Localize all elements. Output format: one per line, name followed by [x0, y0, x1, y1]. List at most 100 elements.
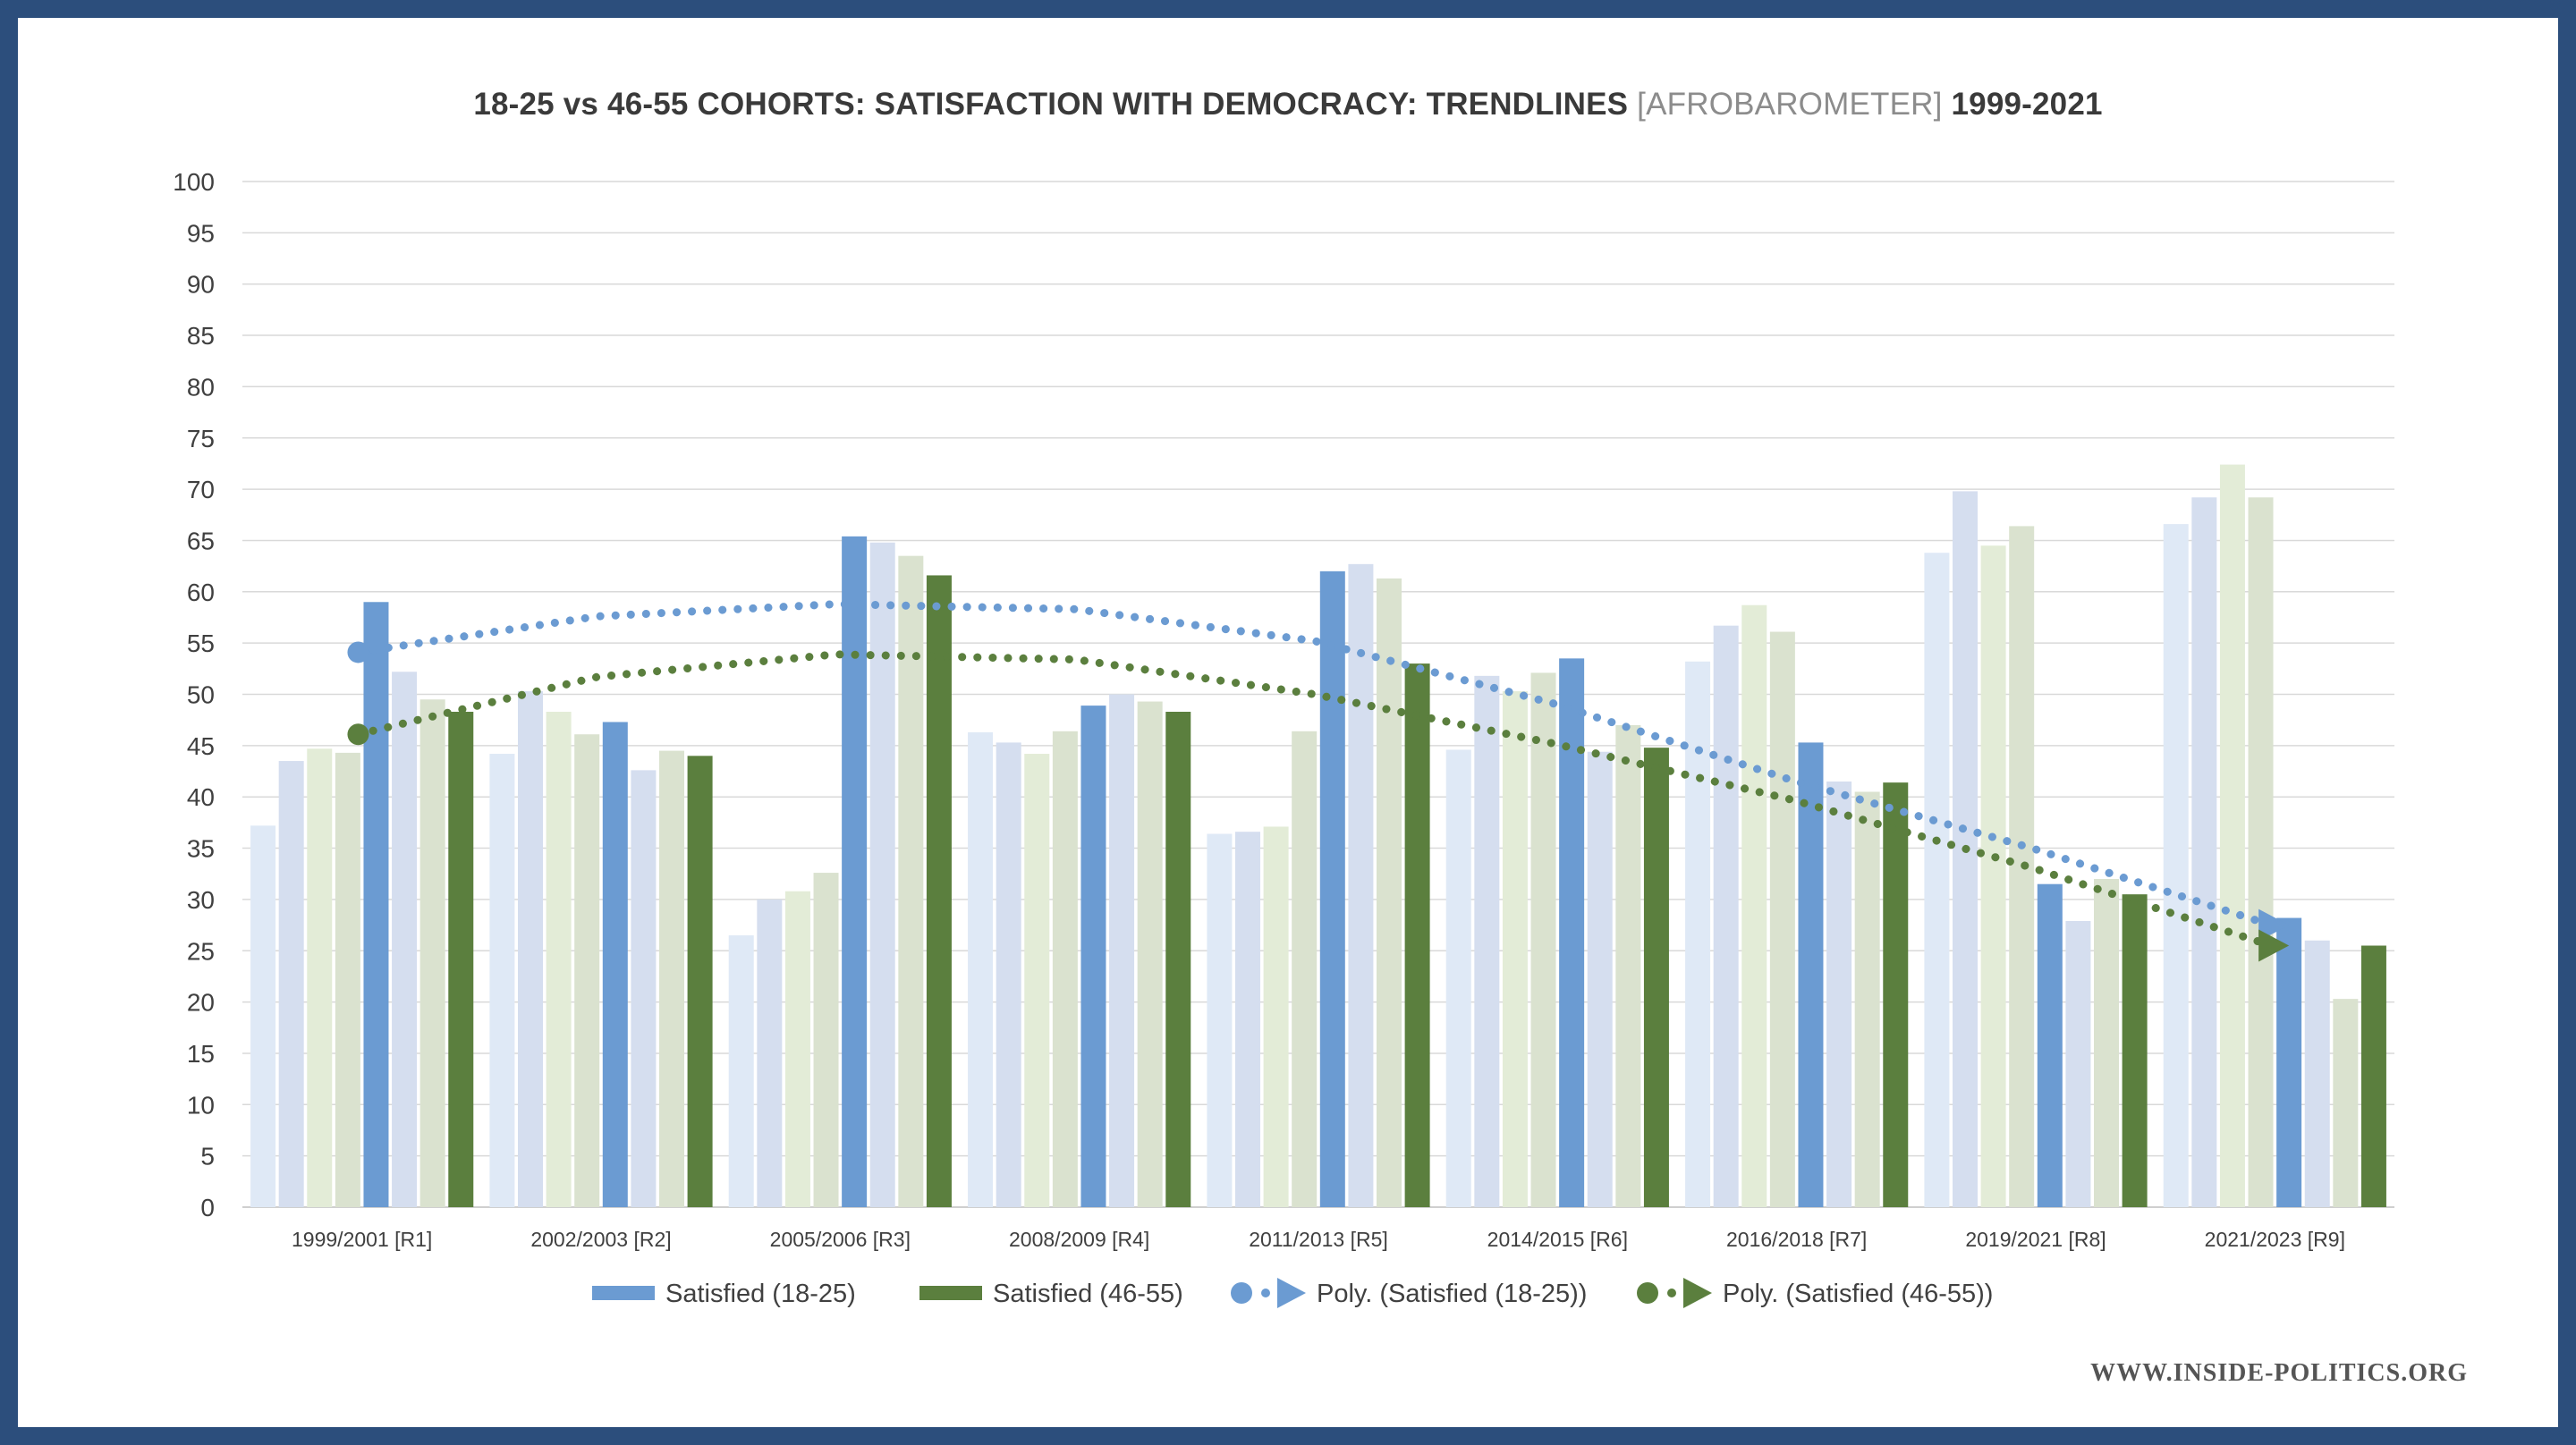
y-tick-label: 85 — [187, 322, 215, 350]
background-bar — [996, 742, 1021, 1207]
legend-item: Satisfied (46-55) — [919, 1280, 1183, 1308]
x-tick-label: 2005/2006 [R3] — [770, 1228, 911, 1251]
bar-satisfied-18-25 — [2276, 917, 2302, 1207]
background-bar — [1137, 701, 1163, 1207]
background-bar — [1530, 672, 1556, 1207]
y-axis-ticks: 0 5 10 15 20 25 30 35 40 45 50 55 60 65 70 75 80 85 90 95 10… — [173, 168, 215, 1221]
y-tick-label: 30 — [187, 886, 215, 914]
bar-satisfied-46-55 — [1404, 663, 1430, 1207]
background-bar — [419, 699, 445, 1207]
y-tick-label: 25 — [187, 937, 215, 965]
bar-satisfied-46-55 — [1165, 711, 1191, 1207]
bar-satisfied-18-25 — [1559, 658, 1585, 1207]
background-bar — [2163, 524, 2189, 1207]
legend-swatch — [919, 1286, 982, 1300]
background-bar — [1826, 781, 1852, 1207]
y-tick-label: 15 — [187, 1040, 215, 1068]
trendline-path — [353, 600, 2275, 930]
background-bar — [2248, 497, 2274, 1207]
y-tick-label: 100 — [173, 168, 215, 196]
bar-satisfied-18-25 — [363, 602, 389, 1207]
x-tick-label: 2016/2018 [R7] — [1726, 1228, 1867, 1251]
legend-triangle-marker — [1277, 1278, 1306, 1308]
legend-circle-marker — [1637, 1282, 1658, 1304]
y-tick-label: 35 — [187, 835, 215, 863]
x-tick-label: 2014/2015 [R6] — [1487, 1228, 1628, 1251]
background-bar — [1445, 749, 1471, 1207]
background-bar — [1502, 691, 1528, 1207]
bar-satisfied-18-25 — [602, 722, 628, 1207]
background-bar — [1235, 832, 1260, 1207]
y-tick-label: 75 — [187, 425, 215, 452]
background-bar — [659, 750, 684, 1207]
footer-site: WWW.INSIDE-POLITICS.ORG — [2090, 1359, 2468, 1387]
bar-satisfied-18-25 — [1798, 742, 1824, 1207]
background-bar — [631, 770, 657, 1207]
background-bar — [1980, 545, 2006, 1207]
legend-item: Poly. (Satisfied (18-25)) — [1231, 1278, 1587, 1308]
x-tick-label: 1999/2001 [R1] — [292, 1228, 432, 1251]
bar-satisfied-18-25 — [2037, 883, 2063, 1207]
background-bar — [1615, 724, 1641, 1207]
legend-triangle-marker — [1683, 1278, 1712, 1308]
background-bar — [518, 691, 543, 1207]
x-axis-ticks: 1999/2001 [R1] 2002/2003 [R2] 2005/2006 [R… — [292, 1228, 2345, 1251]
background-bar — [813, 873, 839, 1207]
background-bar — [2333, 999, 2359, 1207]
background-bar — [489, 754, 515, 1207]
bar-satisfied-46-55 — [1883, 782, 1909, 1207]
y-tick-label: 45 — [187, 732, 215, 760]
y-tick-label: 0 — [200, 1194, 215, 1221]
background-bar — [2304, 940, 2330, 1207]
background-bar — [1854, 791, 1880, 1207]
bars — [250, 464, 2386, 1207]
bar-satisfied-18-25 — [1080, 706, 1106, 1207]
y-tick-label: 70 — [187, 476, 215, 503]
x-tick-label: 2021/2023 [R9] — [2205, 1228, 2345, 1251]
x-tick-label: 2008/2009 [R4] — [1009, 1228, 1149, 1251]
y-tick-label: 95 — [187, 219, 215, 247]
legend-dot — [1261, 1289, 1270, 1297]
background-bar — [968, 731, 994, 1207]
y-tick-label: 40 — [187, 783, 215, 811]
bar-satisfied-18-25 — [842, 536, 868, 1207]
legend-label: Poly. (Satisfied (18-25)) — [1317, 1280, 1587, 1308]
background-bar — [1713, 625, 1739, 1207]
legend-label: Poly. (Satisfied (46-55)) — [1723, 1280, 1993, 1308]
y-tick-label: 10 — [187, 1091, 215, 1119]
y-tick-label: 20 — [187, 989, 215, 1017]
background-bar — [1377, 578, 1402, 1207]
background-bar — [1052, 731, 1078, 1207]
background-bar — [1292, 731, 1318, 1207]
trendline-start-marker — [347, 723, 369, 746]
background-bar — [1348, 563, 1374, 1207]
bar-satisfied-46-55 — [1643, 748, 1669, 1207]
background-bar — [1109, 694, 1135, 1207]
background-bar — [546, 711, 572, 1207]
chart-svg: 18-25 vs 46-55 COHORTS: SATISFACTION WIT… — [173, 87, 2468, 1387]
background-bar — [1587, 751, 1613, 1207]
legend-label: Satisfied (18-25) — [665, 1280, 856, 1308]
background-bar — [2094, 878, 2119, 1207]
y-tick-label: 50 — [187, 681, 215, 709]
y-tick-label: 5 — [200, 1143, 215, 1170]
trendlines — [347, 600, 2290, 962]
background-bar — [1024, 754, 1050, 1207]
legend-swatch — [592, 1286, 655, 1300]
legend-item: Poly. (Satisfied (46-55)) — [1637, 1278, 1993, 1308]
background-bar — [898, 555, 924, 1207]
x-tick-label: 2011/2013 [R5] — [1249, 1228, 1388, 1251]
background-bar — [1263, 826, 1289, 1207]
background-bar — [1685, 661, 1711, 1207]
bar-satisfied-46-55 — [448, 711, 474, 1207]
y-tick-label: 60 — [187, 579, 215, 606]
background-bar — [869, 542, 895, 1207]
x-tick-label: 2019/2021 [R8] — [1965, 1228, 2106, 1251]
background-bar — [784, 891, 810, 1207]
chart-frame: 18-25 vs 46-55 COHORTS: SATISFACTION WIT… — [18, 18, 2558, 1427]
background-bar — [574, 734, 600, 1207]
background-bar — [392, 672, 418, 1207]
background-bar — [1474, 675, 1500, 1207]
chart-title: 18-25 vs 46-55 COHORTS: SATISFACTION WIT… — [473, 87, 2102, 122]
trendline-path — [353, 650, 2275, 951]
